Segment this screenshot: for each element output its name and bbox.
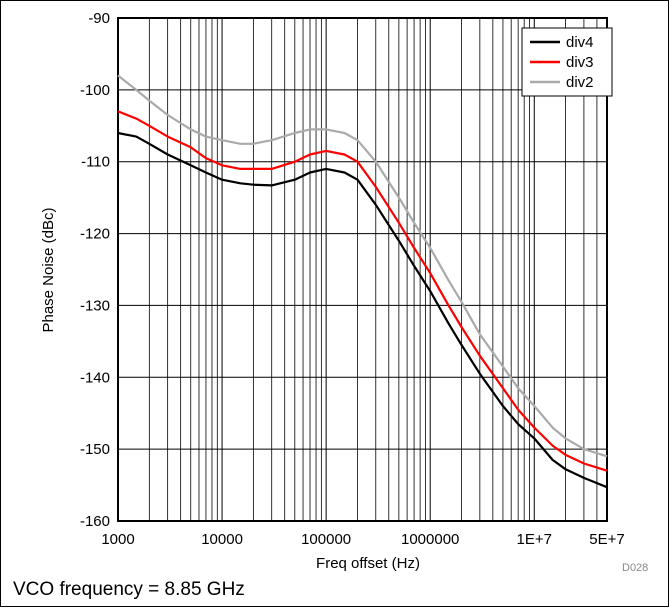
x-tick-label: 1000 (101, 531, 134, 548)
document-id: D028 (622, 562, 649, 574)
y-tick-label: -150 (80, 441, 110, 458)
x-tick-label: 1E+7 (517, 531, 552, 548)
y-tick-label: -90 (88, 10, 110, 27)
legend-label-div4: div4 (566, 34, 594, 51)
caption: VCO frequency = 8.85 GHz (13, 579, 245, 600)
x-tick-label: 5E+7 (589, 531, 624, 548)
x-axis-label: Freq offset (Hz) (316, 555, 420, 572)
y-tick-label: -160 (80, 513, 110, 530)
x-tick-label: 100000 (301, 531, 351, 548)
y-tick-label: -140 (80, 369, 110, 386)
y-tick-label: -110 (81, 154, 110, 171)
y-axis-label: Phase Noise (dBc) (40, 207, 57, 332)
legend-label-div3: div3 (566, 54, 594, 71)
series-layer (117, 74, 608, 489)
series-line-div3 (117, 110, 608, 472)
x-tick-label: 10000 (201, 531, 243, 548)
top-border (0, 0, 669, 1)
plot-area (117, 17, 608, 522)
plot-border (117, 17, 608, 522)
legend: div4 div3 div2 (521, 27, 613, 97)
x-tick-label: 1000000 (401, 531, 459, 548)
y-tick-label: -130 (80, 297, 110, 314)
legend-label-div2: div2 (566, 74, 594, 91)
y-tick-label: -100 (80, 82, 110, 99)
series-line-div2 (117, 74, 608, 458)
y-tick-label: -120 (80, 226, 110, 243)
series-line-div4 (117, 131, 608, 489)
